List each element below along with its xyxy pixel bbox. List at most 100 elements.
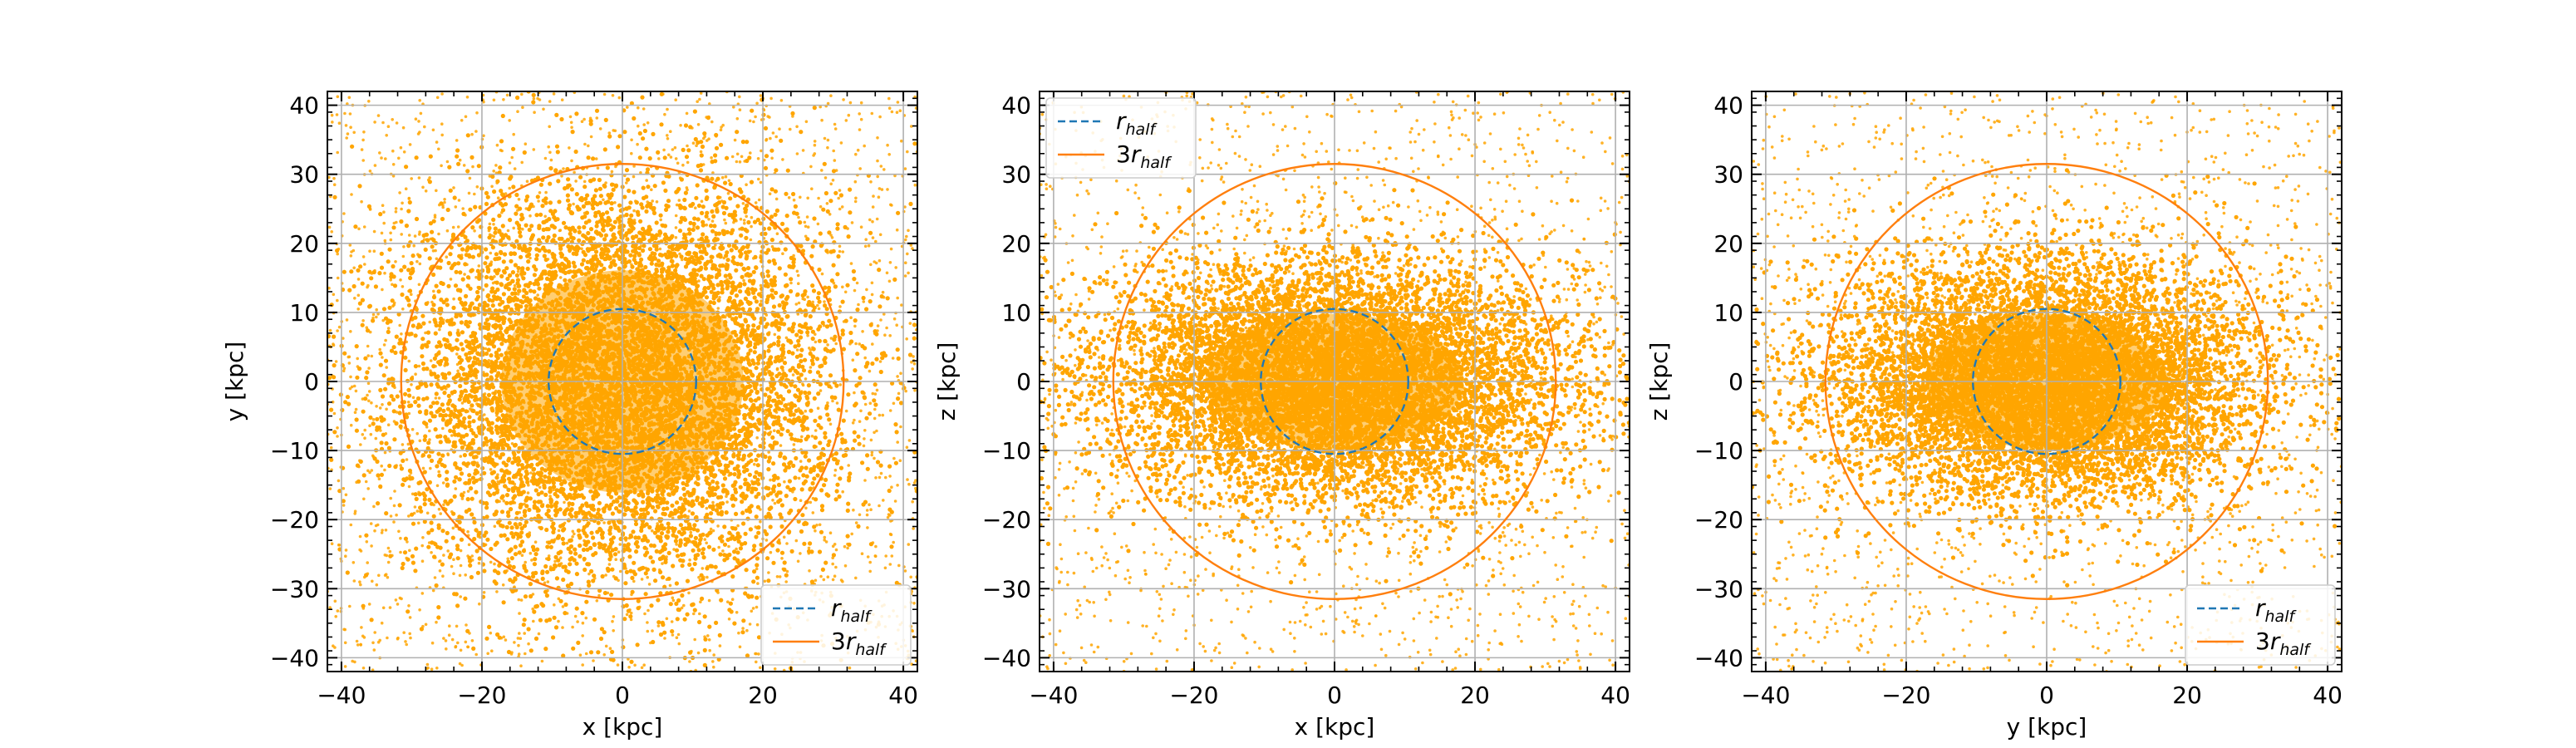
scatter-point: [558, 549, 563, 554]
scatter-point: [700, 144, 705, 150]
scatter-point: [748, 452, 754, 457]
scatter-point: [393, 350, 398, 355]
scatter-point: [579, 493, 584, 498]
scatter-point: [400, 565, 405, 571]
scatter-point: [511, 534, 516, 539]
scatter-point: [717, 632, 722, 638]
scatter-point: [420, 354, 425, 359]
scatter-point: [445, 207, 450, 213]
scatter-point: [635, 642, 640, 647]
scatter-point: [628, 614, 633, 619]
scatter-point: [684, 155, 690, 160]
scatter-point: [565, 507, 570, 512]
scatter-point: [629, 213, 634, 218]
scatter-point: [837, 494, 842, 499]
scatter-point: [696, 140, 701, 145]
scatter-point: [769, 214, 774, 219]
scatter-point: [394, 334, 399, 339]
scatter-point: [568, 231, 573, 236]
scatter-point: [766, 459, 771, 464]
scatter-point: [422, 502, 427, 507]
scatter-point: [746, 219, 751, 225]
scatter-point: [796, 338, 801, 343]
scatter-point: [767, 395, 772, 400]
scatter-point: [750, 358, 755, 363]
scatter-point: [782, 361, 788, 366]
scatter-point: [505, 537, 510, 542]
scatter-point: [376, 425, 381, 431]
scatter-point: [544, 238, 549, 244]
scatter-point: [853, 403, 858, 408]
scatter-point: [555, 477, 560, 482]
scatter-point: [365, 370, 370, 375]
scatter-point: [710, 479, 715, 484]
scatter-point: [426, 340, 431, 345]
scatter-point: [389, 348, 395, 353]
scatter-point: [597, 588, 602, 593]
scatter-point: [632, 257, 637, 263]
scatter-point: [611, 233, 616, 238]
scatter-point: [793, 475, 798, 480]
scatter-point: [738, 323, 743, 328]
scatter-point: [673, 268, 678, 273]
scatter-point: [573, 514, 578, 519]
scatter-point: [603, 117, 608, 122]
scatter-point: [631, 529, 636, 534]
scatter-point: [534, 213, 539, 218]
scatter-point: [640, 205, 645, 210]
scatter-point: [642, 128, 648, 134]
scatter-point: [402, 264, 407, 269]
scatter-point: [719, 598, 724, 603]
scatter-point: [808, 326, 814, 331]
scatter-point: [437, 473, 442, 478]
scatter-point: [511, 564, 516, 570]
scatter-point: [484, 636, 489, 641]
scatter-point: [477, 322, 483, 327]
scatter-point: [745, 426, 750, 431]
scatter-point: [484, 201, 489, 206]
scatter-point: [650, 504, 656, 510]
scatter-point: [429, 411, 434, 416]
scatter-point: [379, 265, 385, 270]
scatter-point: [856, 434, 861, 439]
scatter-point: [868, 299, 873, 304]
scatter-point: [826, 442, 831, 448]
scatter-point: [691, 221, 696, 226]
scatter-point: [384, 440, 389, 446]
scatter-point: [420, 313, 425, 318]
scatter-point: [458, 270, 463, 275]
scatter-point: [414, 155, 419, 160]
scatter-point: [725, 155, 730, 160]
scatter-point: [332, 430, 337, 435]
scatter-point: [776, 482, 782, 488]
scatter-point: [484, 317, 490, 322]
scatter-point: [471, 455, 477, 460]
scatter-point: [727, 273, 732, 278]
scatter-point: [845, 283, 850, 288]
scatter-point: [452, 494, 457, 499]
scatter-point: [651, 131, 656, 136]
scatter-point: [551, 480, 556, 485]
scatter-point: [643, 592, 648, 597]
scatter-point: [840, 328, 845, 333]
scatter-point: [401, 458, 406, 464]
scatter-point: [612, 253, 617, 258]
scatter-point: [528, 496, 533, 501]
scatter-point: [502, 533, 507, 538]
scatter-point: [500, 113, 505, 119]
scatter-point: [750, 373, 755, 378]
scatter-point: [617, 203, 622, 208]
scatter-point: [622, 543, 627, 548]
scatter-point: [442, 391, 447, 396]
scatter-point: [371, 421, 376, 426]
scatter-point: [565, 198, 571, 203]
scatter-point: [602, 266, 607, 271]
scatter-point: [431, 401, 436, 406]
scatter-point: [490, 239, 495, 244]
scatter-point: [839, 431, 844, 436]
scatter-point: [514, 273, 520, 278]
scatter-point: [666, 265, 671, 270]
scatter-point: [726, 243, 732, 248]
scatter-point: [532, 562, 538, 567]
scatter-point: [769, 278, 774, 283]
